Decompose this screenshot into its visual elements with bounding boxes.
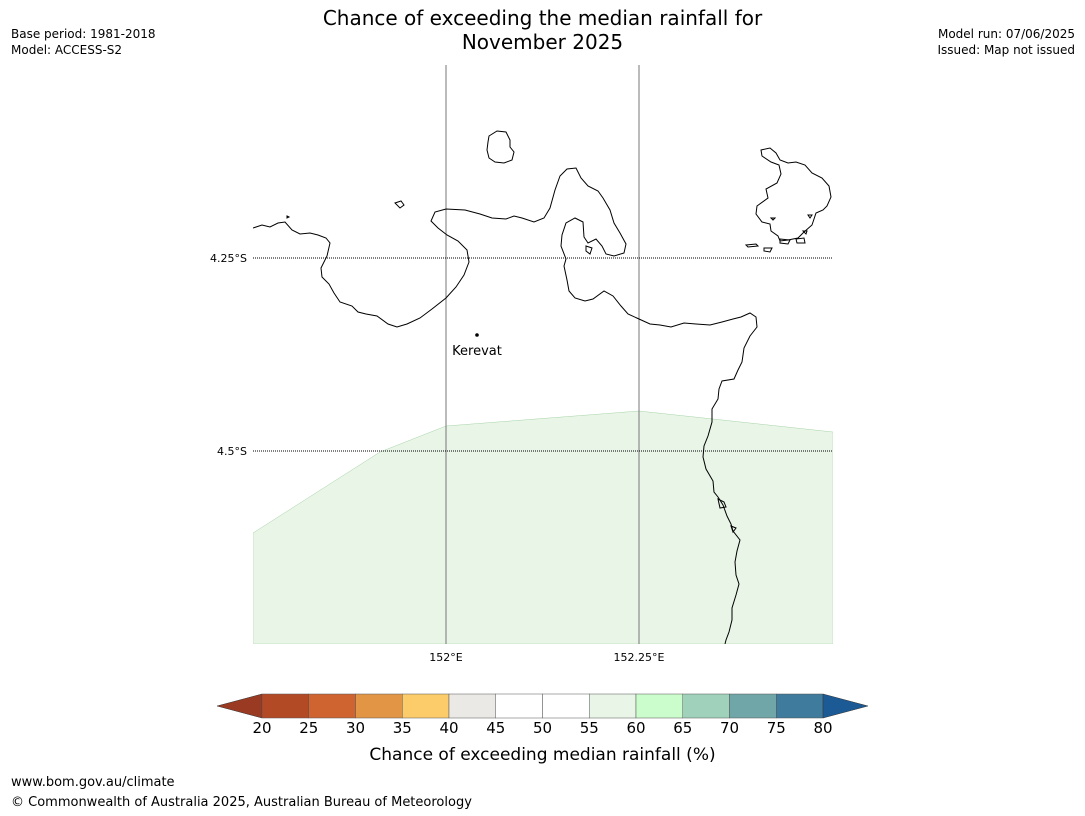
colorbar-segment bbox=[729, 693, 777, 719]
colorbar-under-arrow bbox=[216, 693, 263, 719]
model-run-text: Model run: 07/06/2025 bbox=[937, 27, 1075, 41]
colorbar-segment bbox=[682, 693, 730, 719]
colorbar-tick-label: 55 bbox=[579, 719, 599, 737]
coastline bbox=[253, 130, 832, 644]
issued-text: Issued: Map not issued bbox=[937, 43, 1075, 57]
colorbar bbox=[216, 693, 869, 719]
colorbar-segment bbox=[635, 693, 683, 719]
meta-left: Base period: 1981-2018 Model: ACCESS-S2 bbox=[11, 26, 156, 58]
colorbar-tick-label: 45 bbox=[486, 719, 506, 737]
map-title: Chance of exceeding the median rainfall … bbox=[0, 6, 1085, 54]
shaded-forecast-area bbox=[253, 410, 833, 644]
colorbar-ticks: 20 25 30 35 40 45 50 55 60 65 70 75 80 bbox=[0, 719, 1085, 739]
colorbar-over-arrow bbox=[822, 693, 869, 719]
colorbar-tick-label: 30 bbox=[345, 719, 366, 737]
colorbar-tick-label: 80 bbox=[813, 719, 833, 737]
colorbar-segment bbox=[308, 693, 356, 719]
colorbar-tick-label: 50 bbox=[532, 719, 553, 737]
colorbar-tick-label: 20 bbox=[252, 719, 272, 737]
footer-copyright: © Commonwealth of Australia 2025, Austra… bbox=[11, 795, 472, 810]
title-line-2: November 2025 bbox=[461, 30, 624, 54]
colorbar-tick-label: 25 bbox=[299, 719, 319, 737]
footer-url: www.bom.gov.au/climate bbox=[11, 775, 175, 790]
lon-label-152-25: 152.25°E bbox=[614, 651, 665, 664]
colorbar-segment bbox=[355, 693, 403, 719]
colorbar-tick-label: 40 bbox=[439, 719, 459, 737]
colorbar-segment bbox=[495, 693, 543, 719]
colorbar-segment bbox=[261, 693, 309, 719]
place-label-kerevat: Kerevat bbox=[452, 344, 502, 359]
lat-label-4-25: 4.25°S bbox=[210, 252, 247, 265]
colorbar-label: Chance of exceeding median rainfall (%) bbox=[369, 745, 716, 765]
colorbar-tick-label: 35 bbox=[392, 719, 412, 737]
colorbar-tick-label: 65 bbox=[673, 719, 693, 737]
colorbar-segment bbox=[448, 693, 496, 719]
colorbar-tick-label: 75 bbox=[766, 719, 786, 737]
colorbar-tick-label: 60 bbox=[626, 719, 646, 737]
title-line-1: Chance of exceeding the median rainfall … bbox=[322, 6, 763, 30]
colorbar-segment bbox=[542, 693, 590, 719]
meta-right: Model run: 07/06/2025 Issued: Map not is… bbox=[937, 26, 1075, 58]
place-marker-kerevat bbox=[475, 333, 479, 337]
colorbar-segment bbox=[589, 693, 637, 719]
model-text: Model: ACCESS-S2 bbox=[11, 43, 123, 57]
lon-label-152: 152°E bbox=[429, 651, 462, 664]
colorbar-segment bbox=[402, 693, 450, 719]
colorbar-tick-label: 70 bbox=[719, 719, 740, 737]
colorbar-segment bbox=[776, 693, 824, 719]
base-period-text: Base period: 1981-2018 bbox=[11, 27, 156, 41]
lat-label-4-5: 4.5°S bbox=[217, 445, 247, 458]
